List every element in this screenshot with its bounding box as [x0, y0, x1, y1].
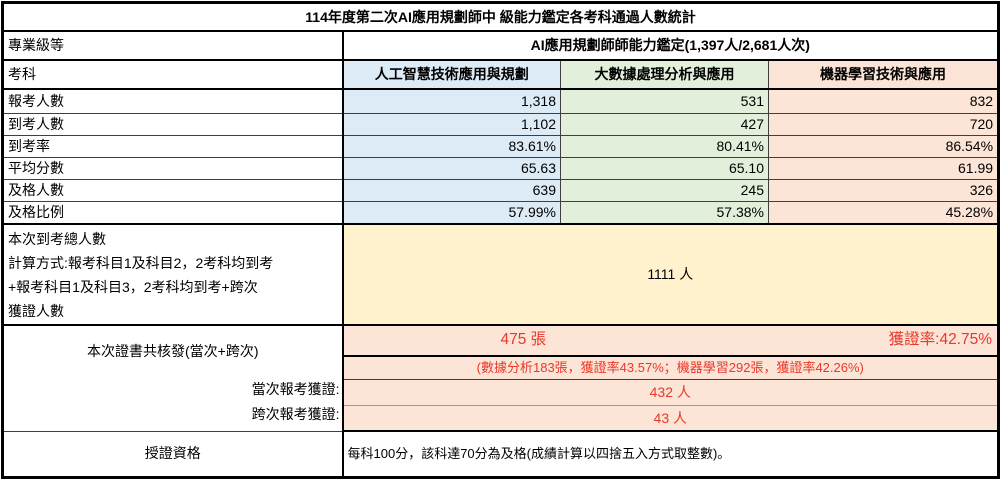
table-row: 到考率 83.61% 80.41% 86.54% [2, 135, 1000, 158]
subject-header-ai: 人工智慧技術應用與規劃 [341, 59, 561, 90]
level-value: AI應用規劃師師能力鑑定(1,397人/2,681人次) [341, 30, 1000, 61]
table-row: 到考人數 1,102 427 720 [2, 113, 1000, 136]
table-row: 報考人數 1,318 531 832 [2, 88, 1000, 114]
stat-value: 80.41% [560, 135, 769, 158]
stat-label-attended: 到考人數 [2, 113, 343, 136]
current-session-cert-label: 當次報考獲證: [251, 381, 340, 398]
stat-value: 57.38% [560, 201, 769, 225]
cross-session-cert-label: 跨次報考獲證: [251, 405, 340, 422]
stat-value: 65.10 [560, 157, 769, 180]
certificate-count: 475 張 [500, 331, 547, 349]
stat-value: 427 [560, 113, 769, 136]
subjects-label: 考科 [2, 59, 343, 90]
total-attendance-value: 1111 人 [341, 223, 1000, 326]
cross-session-cert-value: 43 人 [341, 405, 1000, 432]
qualification-label: 授證資格 [2, 430, 343, 478]
current-session-cert-value: 432 人 [341, 379, 1000, 406]
qualification-value: 每科100分，該科達70分為及格(成績計算以四捨五入方式取整數)。 [341, 430, 1000, 478]
stat-value: 83.61% [341, 135, 561, 158]
total-attendance-label: 本次到考總人數 計算方式:報考科目1及科目2，2考科均到考 +報考科目1及科目3… [2, 223, 343, 326]
certificate-total-label: 本次證書共核發(當次+跨次) [87, 343, 259, 360]
stat-value: 1,318 [341, 88, 561, 114]
stat-label-pass-ratio: 及格比例 [2, 201, 343, 225]
stat-value: 61.99 [767, 157, 1000, 180]
stat-value: 65.63 [341, 157, 561, 180]
stat-label-passed-count: 及格人數 [2, 179, 343, 202]
stat-value: 639 [341, 179, 561, 202]
stat-value: 57.99% [341, 201, 561, 225]
stat-value: 326 [767, 179, 1000, 202]
certificate-count-cell: 475 張 獲證率:42.75% [341, 324, 1000, 357]
stat-value: 45.28% [767, 201, 1000, 225]
certificate-rate: 獲證率:42.75% [888, 331, 993, 349]
stat-value: 531 [560, 88, 769, 114]
subject-header-bigdata: 大數據處理分析與應用 [560, 59, 769, 90]
stat-value: 86.54% [767, 135, 1000, 158]
level-label: 專業級等 [2, 30, 343, 61]
stat-value: 832 [767, 88, 1000, 114]
stat-value: 1,102 [341, 113, 561, 136]
certificate-labels-cell: 本次證書共核發(當次+跨次) 當次報考獲證: 跨次報考獲證: [2, 324, 343, 432]
table-row: 平均分數 65.63 65.10 61.99 [2, 157, 1000, 180]
stat-label-average-score: 平均分數 [2, 157, 343, 180]
table-row: 及格人數 639 245 326 [2, 179, 1000, 202]
stat-label-attendance-rate: 到考率 [2, 135, 343, 158]
stat-value: 245 [560, 179, 769, 202]
table-title: 114年度第二次AI應用規劃師中 級能力鑑定各考科通過人數統計 [1, 2, 1000, 32]
subject-header-ml: 機器學習技術與應用 [767, 59, 1000, 90]
stat-label-registered: 報考人數 [2, 88, 343, 114]
stat-value: 720 [767, 113, 1000, 136]
table-row: 及格比例 57.99% 57.38% 45.28% [2, 201, 1000, 225]
certificate-detail: (數據分析183張，獲證率43.57%；機器學習292張，獲證率42.26%) [341, 355, 1000, 380]
